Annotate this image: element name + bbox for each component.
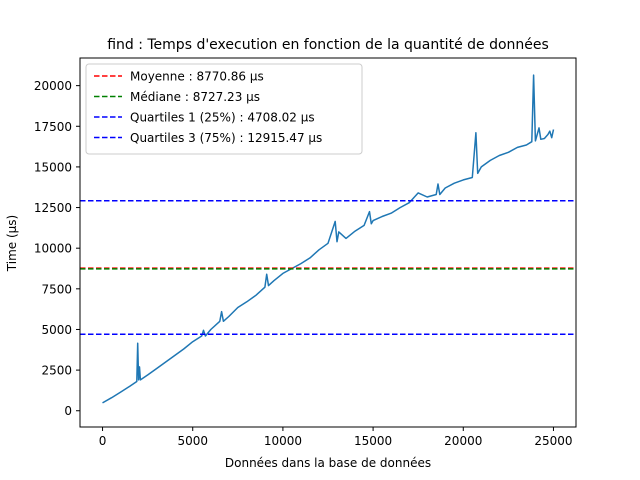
y-tick-label: 10000 bbox=[34, 242, 72, 256]
legend-box bbox=[85, 63, 363, 155]
y-tick-label: 2500 bbox=[41, 364, 72, 378]
x-tick-label: 0 bbox=[99, 434, 107, 448]
legend-label: Moyenne : 8770.86 µs bbox=[130, 70, 264, 84]
data-layer bbox=[80, 74, 576, 404]
x-axis-label: Données dans la base de données bbox=[225, 456, 431, 470]
y-tick-label: 20000 bbox=[34, 79, 72, 93]
x-tick-label: 15000 bbox=[354, 434, 392, 448]
legend-label: Quartiles 1 (25%) : 4708.02 µs bbox=[130, 111, 315, 125]
legend-label: Quartiles 3 (75%) : 12915.47 µs bbox=[130, 131, 322, 145]
series-line-0 bbox=[102, 74, 555, 404]
y-tick-label: 0 bbox=[64, 404, 72, 418]
y-axis-label: Time (µs) bbox=[5, 215, 19, 272]
y-tick-label: 12500 bbox=[34, 201, 72, 215]
legend-label: Médiane : 8727.23 µs bbox=[130, 90, 260, 104]
y-tick-label: 17500 bbox=[34, 120, 72, 134]
chart-title: find : Temps d'execution en fonction de … bbox=[107, 37, 549, 53]
x-axis: 0 5000 10000 15000 20000 25000 bbox=[99, 427, 573, 448]
axes-frame bbox=[79, 57, 577, 428]
legend: Moyenne : 8770.86 µs Médiane : 8727.23 µs… bbox=[85, 63, 363, 155]
y-tick-label: 5000 bbox=[41, 323, 72, 337]
x-tick-label: 20000 bbox=[444, 434, 482, 448]
x-tick-label: 25000 bbox=[534, 434, 572, 448]
x-tick-label: 5000 bbox=[177, 434, 208, 448]
x-tick-label: 10000 bbox=[264, 434, 302, 448]
y-tick-label: 15000 bbox=[34, 160, 72, 174]
y-axis: 0 2500 5000 7500 10000 12500 15000 17500 20000 bbox=[34, 79, 80, 418]
y-tick-label: 7500 bbox=[41, 282, 72, 296]
